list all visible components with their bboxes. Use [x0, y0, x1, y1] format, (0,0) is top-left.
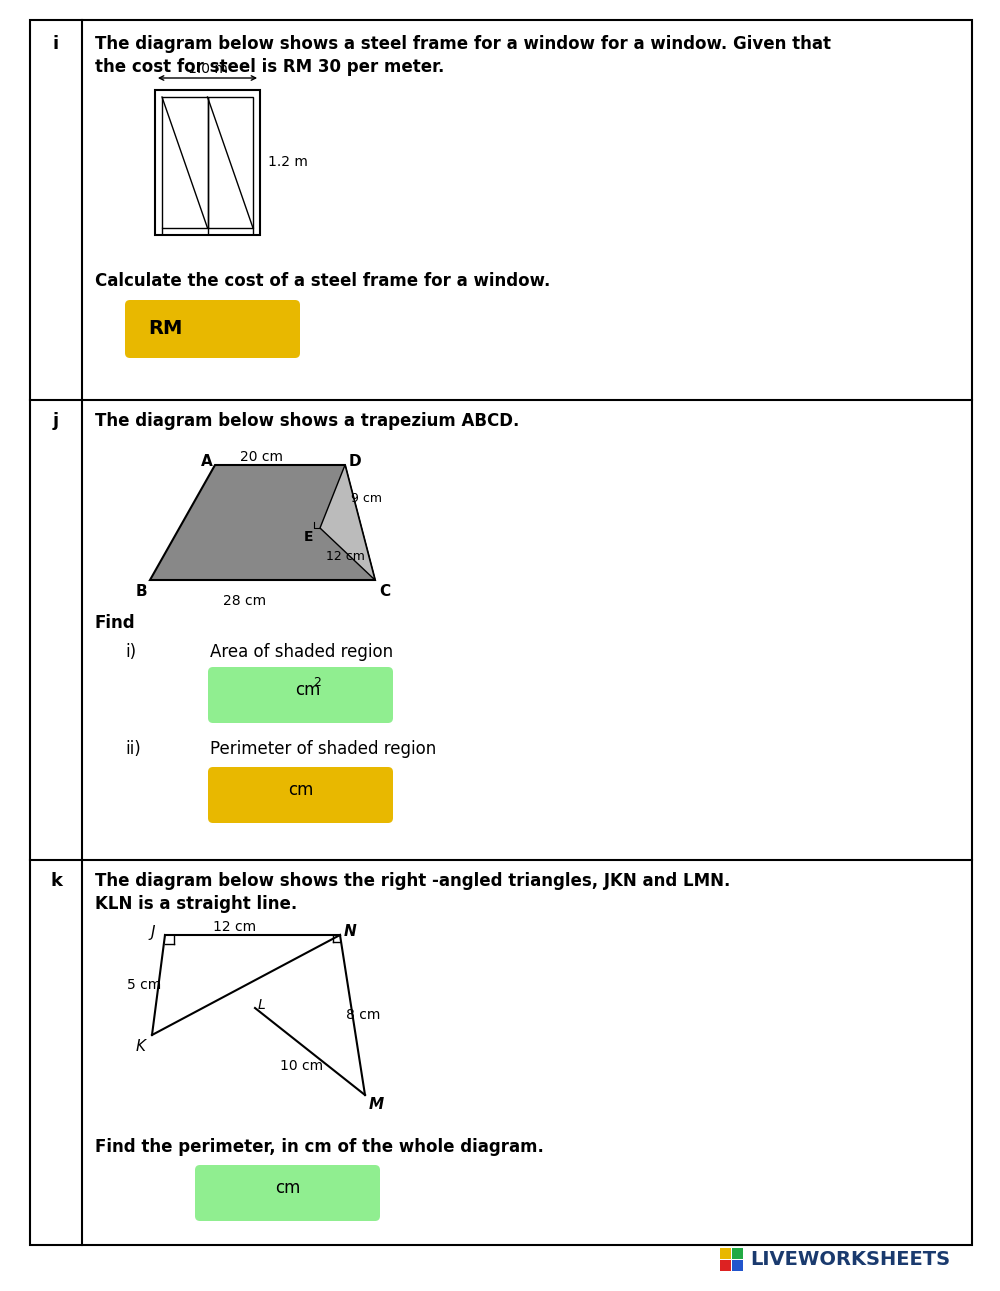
Text: 8 cm: 8 cm	[346, 1008, 380, 1022]
Text: 10 cm: 10 cm	[280, 1060, 324, 1074]
Text: Calculate the cost of a steel frame for a window.: Calculate the cost of a steel frame for …	[95, 272, 550, 290]
Text: C: C	[379, 584, 390, 599]
Bar	[162, 97, 208, 229]
Text: B: B	[136, 584, 148, 599]
Text: KLN is a straight line.: KLN is a straight line.	[95, 895, 297, 913]
Bar	[720, 1248, 731, 1259]
Text: j: j	[53, 412, 59, 430]
Text: k: k	[50, 871, 62, 889]
Text: Area of shaded region: Area of shaded region	[210, 643, 393, 661]
Text: E: E	[304, 531, 314, 544]
Text: the cost for steel is RM 30 per meter.: the cost for steel is RM 30 per meter.	[95, 58, 444, 76]
Text: The diagram below shows a steel frame for a window for a window. Given that: The diagram below shows a steel frame fo…	[95, 35, 831, 53]
FancyBboxPatch shape	[125, 300, 300, 358]
Text: M: M	[369, 1097, 384, 1112]
Text: 20 cm: 20 cm	[240, 451, 284, 463]
Bar	[155, 90, 260, 235]
Text: The diagram below shows the right -angled triangles, JKN and LMN.: The diagram below shows the right -angle…	[95, 871, 730, 889]
Text: i): i)	[125, 643, 136, 661]
Polygon shape	[150, 465, 375, 580]
Text: D: D	[349, 453, 362, 469]
FancyBboxPatch shape	[208, 667, 393, 723]
Text: cm: cm	[296, 680, 321, 698]
Text: cm: cm	[275, 1179, 300, 1197]
Bar	[208, 97, 253, 229]
Text: Find the perimeter, in cm of the whole diagram.: Find the perimeter, in cm of the whole d…	[95, 1137, 544, 1155]
Text: The diagram below shows a trapezium ABCD.: The diagram below shows a trapezium ABCD…	[95, 412, 519, 430]
Text: L: L	[258, 998, 266, 1012]
Text: N: N	[344, 924, 357, 940]
Text: ii): ii)	[125, 740, 141, 758]
Bar	[732, 1260, 743, 1272]
Bar	[732, 1248, 743, 1259]
Text: 28 cm: 28 cm	[223, 594, 266, 608]
Text: Perimeter of shaded region: Perimeter of shaded region	[210, 740, 436, 758]
Text: 1.2 m: 1.2 m	[268, 155, 308, 169]
Polygon shape	[320, 465, 375, 580]
Text: K: K	[136, 1039, 146, 1053]
Text: 5 cm: 5 cm	[127, 979, 161, 991]
Text: cm: cm	[288, 781, 313, 799]
Text: LIVEWORKSHEETS: LIVEWORKSHEETS	[750, 1250, 950, 1269]
Text: 12 cm: 12 cm	[326, 550, 365, 563]
Text: 1.0 m: 1.0 m	[188, 62, 227, 76]
Text: 9 cm: 9 cm	[351, 492, 382, 506]
Text: 2: 2	[314, 676, 321, 689]
FancyBboxPatch shape	[195, 1164, 380, 1221]
Text: Find: Find	[95, 615, 136, 633]
FancyBboxPatch shape	[208, 767, 393, 822]
Text: 12 cm: 12 cm	[213, 920, 256, 933]
Bar	[720, 1260, 731, 1272]
Text: A: A	[201, 453, 213, 469]
Text: i: i	[53, 35, 59, 53]
Text: J: J	[151, 924, 156, 940]
Text: RM: RM	[148, 319, 182, 338]
